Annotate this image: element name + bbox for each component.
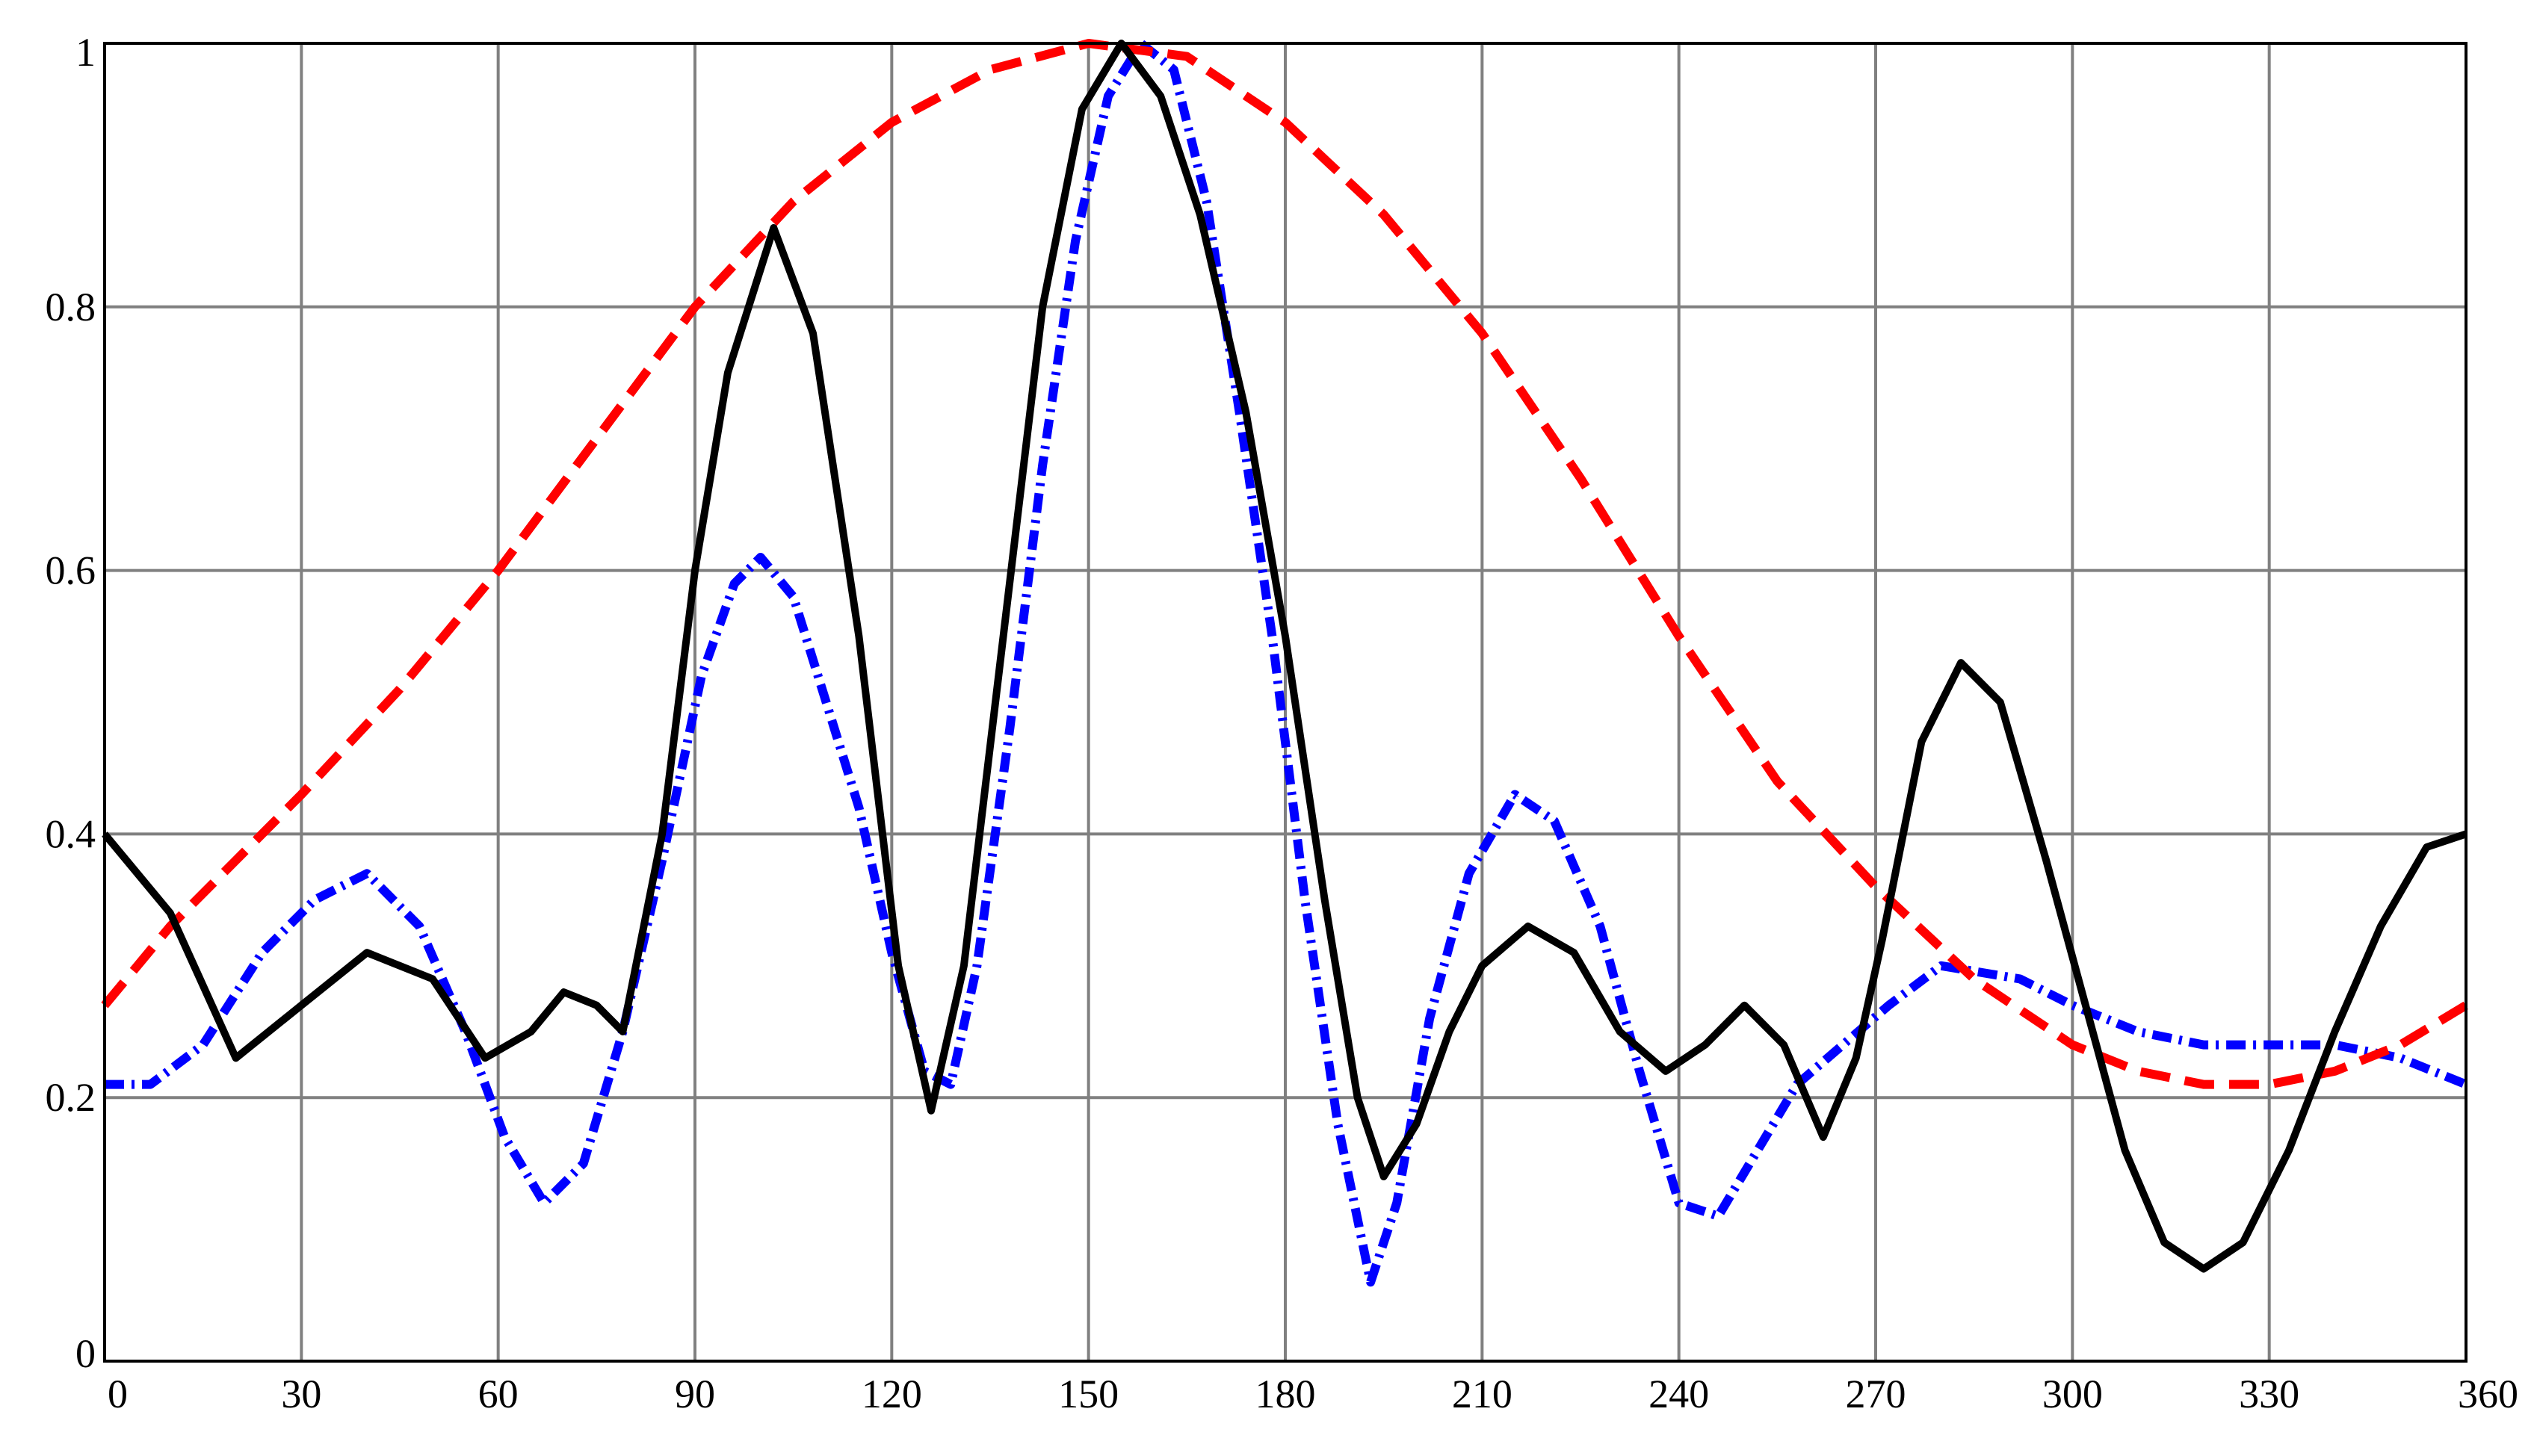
y-tick-label: 1	[75, 30, 96, 75]
x-tick-label: 270	[1846, 1372, 1906, 1416]
x-tick-label: 60	[478, 1372, 519, 1416]
x-tick-label: 330	[2239, 1372, 2299, 1416]
x-tick-label: 0	[108, 1372, 128, 1416]
y-tick-label: 0.6	[46, 548, 96, 593]
y-tick-label: 0.2	[46, 1075, 96, 1120]
x-tick-label: 150	[1058, 1372, 1119, 1416]
x-tick-label: 180	[1255, 1372, 1316, 1416]
plot-frame	[103, 42, 2468, 1363]
x-tick-label: 120	[862, 1372, 922, 1416]
series-line-2	[101, 39, 2469, 1089]
x-tick-label: 360	[2458, 1372, 2518, 1416]
x-axis-ticks: 0 30 60 90 120 150 180 210 240 270 300 330 360	[108, 1372, 2518, 1416]
series-line-0	[102, 40, 2468, 1273]
series-layer	[101, 39, 2469, 1287]
y-tick-label: 0.8	[46, 285, 96, 329]
y-axis-ticks: 0 0.2 0.4 0.6 0.8 1	[46, 30, 96, 1376]
series-line-1	[105, 39, 2468, 1287]
y-tick-label: 0.4	[46, 811, 96, 856]
x-tick-label: 300	[2042, 1372, 2103, 1416]
x-tick-label: 30	[281, 1372, 321, 1416]
x-tick-label: 90	[675, 1372, 715, 1416]
x-tick-label: 210	[1452, 1372, 1512, 1416]
x-tick-label: 240	[1648, 1372, 1709, 1416]
y-tick-label: 0	[75, 1331, 96, 1376]
